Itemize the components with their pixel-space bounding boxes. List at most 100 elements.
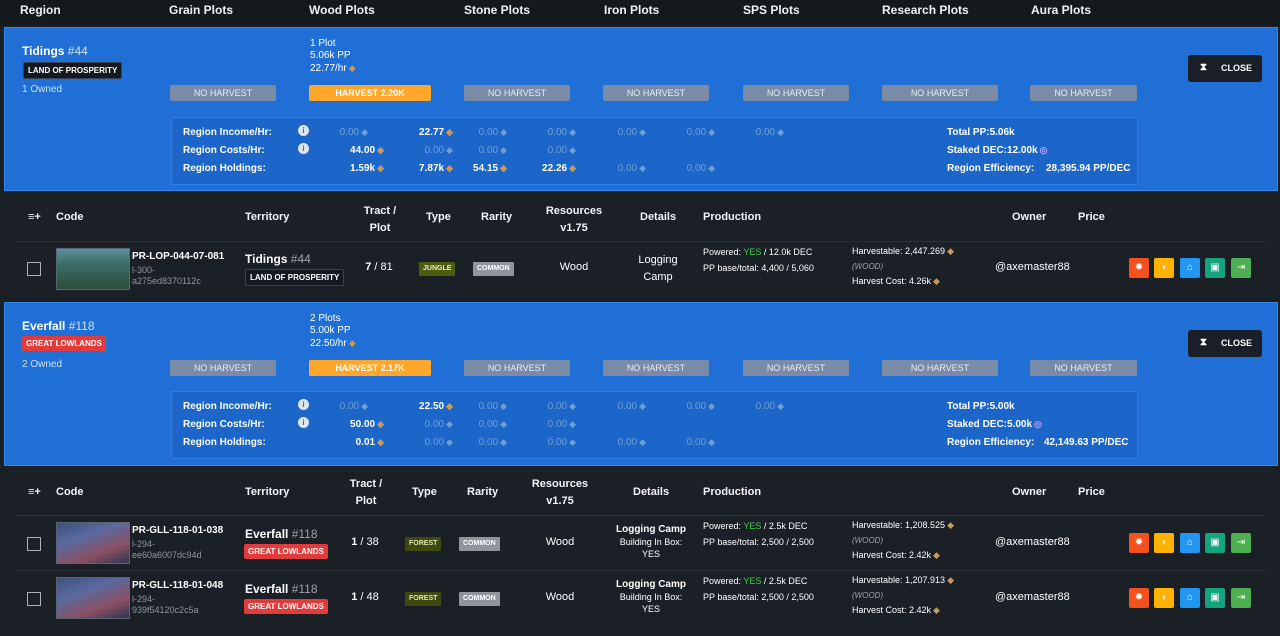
info-icon[interactable]: i [298,143,309,154]
settings-gear-icon[interactable]: ✹ [1129,258,1149,278]
holdings-iron: 22.26 ◆ [542,163,576,174]
total-pp: Total PP:5.06k [947,127,1015,138]
plot-count: 2 Plots [310,313,341,324]
plot-id: l-294- ee60a6007dc94d [132,539,202,560]
header-aura-plots: Aura Plots [1031,3,1092,17]
costs-iron: 0.00 ◆ [547,419,576,430]
holdings-label: Region Holdings: [183,163,266,174]
harvest-wood-button[interactable]: HARVEST 2.17K [309,360,431,376]
holdings-wood: 0.00 ◆ [424,437,453,448]
region-badge: LAND OF PROSPERITY [23,62,123,79]
th-resources: Resources v1.75 [531,478,589,507]
staked-dec: Staked DEC:12.00k ◎ [947,145,1048,156]
resource: Wood [545,536,575,548]
th-production: Production [703,486,762,498]
income-aura: 0.00 ◆ [755,127,784,138]
harvest-sickle-icon[interactable]: ◗ [1154,258,1174,278]
region-block-everfall: Everfall #118 GREAT LOWLANDS 2 Owned 2 P… [4,302,1278,466]
transfer-exit-icon[interactable]: ⇥ [1231,533,1251,553]
income-label: Region Income/Hr: [183,127,272,138]
market-store-icon[interactable]: ⌂ [1180,588,1200,608]
settings-gear-icon[interactable]: ✹ [1129,588,1149,608]
lock-icon[interactable]: ▣ [1205,533,1225,553]
info-icon[interactable]: i [298,417,309,428]
collapse-icon: ⧗ [1200,337,1208,348]
tract-plot: 1 / 38 [351,536,379,548]
income-wood: 22.77 ◆ [419,127,453,138]
select-all-menu-icon[interactable]: ≡+ [28,211,41,223]
info-icon[interactable]: i [298,125,309,136]
settings-gear-icon[interactable]: ✹ [1129,533,1149,553]
plot-count: 1 Plot [310,38,336,49]
th-code: Code [56,486,84,498]
costs-grain: 44.00 ◆ [350,145,384,156]
header-sps-plots: SPS Plots [743,3,800,17]
header-grain-plots: Grain Plots [169,3,234,17]
collapse-icon: ⧗ [1200,62,1208,73]
production: Powered: YES / 12.0k DEC PP base/total: … [703,247,814,273]
territory-badge: LAND OF PROSPERITY [245,269,345,286]
column-header-bar: Region Grain Plots Wood Plots Stone Plot… [0,0,1280,26]
holdings-sps: 0.00 ◆ [617,437,646,448]
plot-table-everfall: ≡+ Code Territory Tract / Plot Type Rarit… [4,467,1278,632]
plot-rate: 22.50/hr [310,338,347,349]
owner-name[interactable]: @axemaster88 [995,536,1070,548]
holdings-iron: 0.00 ◆ [547,437,576,448]
harvest-sickle-icon[interactable]: ◗ [1154,533,1174,553]
lock-icon[interactable]: ▣ [1205,258,1225,278]
income-stone: 0.00 ◆ [478,401,507,412]
th-type: Type [412,486,437,498]
plot-id: l-294- 939f54120c2c5a [132,594,199,615]
row-checkbox[interactable] [27,592,41,606]
table-row[interactable]: PR-GLL-118-01-038 l-294- ee60a6007dc94d E… [16,515,1266,570]
income-aura: 0.00 ◆ [755,401,784,412]
close-button[interactable]: ⧗ CLOSE [1188,330,1262,357]
owner-name[interactable]: @axemaster88 [995,591,1070,603]
holdings-research: 0.00 ◆ [686,163,715,174]
lock-icon[interactable]: ▣ [1205,588,1225,608]
plot-code[interactable]: PR-LOP-044-07-081 [132,251,225,262]
holdings-wood: 7.87k ◆ [419,163,453,174]
table-row[interactable]: PR-LOP-044-07-081 l-300- a275ed8370112c T… [16,241,1266,296]
type-tag: FOREST [405,537,442,551]
plot-code[interactable]: PR-GLL-118-01-048 [132,580,224,591]
row-checkbox[interactable] [27,537,41,551]
market-store-icon[interactable]: ⌂ [1180,258,1200,278]
th-price: Price [1078,486,1105,498]
row-checkbox[interactable] [27,262,41,276]
region-number: #118 [68,319,95,333]
harvest-wood-button[interactable]: HARVEST 2.20K [309,85,431,101]
close-button[interactable]: ⧗ CLOSE [1188,55,1262,82]
market-store-icon[interactable]: ⌂ [1180,533,1200,553]
harvest-sickle-icon[interactable]: ◗ [1154,588,1174,608]
header-wood-plots: Wood Plots [309,3,375,17]
harvest-info: Harvestable: 2,447.269 ◆ (WOOD) Harvest C… [852,246,954,286]
territory-name: Everfall #118 [245,582,318,596]
income-sps: 0.00 ◆ [617,401,646,412]
territory-name: Everfall #118 [245,527,318,541]
harvest-stone: NO HARVEST [464,360,570,376]
harvest-grain: NO HARVEST [170,85,276,101]
type-tag: FOREST [405,592,442,606]
region-title: Tidings #44 [22,44,88,58]
production: Powered: YES / 2.5k DEC PP base/total: 2… [703,576,814,602]
owner-name[interactable]: @axemaster88 [995,261,1070,273]
plot-code[interactable]: PR-GLL-118-01-038 [132,525,224,536]
th-details: Details [633,486,670,498]
rarity-tag: COMMON [459,592,500,606]
table-row[interactable]: PR-GLL-118-01-048 l-294- 939f54120c2c5a E… [16,570,1266,625]
total-pp: Total PP:5.00k [947,401,1015,412]
transfer-exit-icon[interactable]: ⇥ [1231,588,1251,608]
type-tag: JUNGLE [419,262,456,276]
th-owner: Owner [1012,211,1047,223]
th-territory: Territory [245,486,290,498]
select-all-menu-icon[interactable]: ≡+ [28,486,41,498]
info-icon[interactable]: i [298,399,309,410]
harvest-aura: NO HARVEST [1030,85,1137,101]
region-badge: GREAT LOWLANDS [22,336,106,351]
harvest-stone: NO HARVEST [464,85,570,101]
production: Powered: YES / 2.5k DEC PP base/total: 2… [703,521,814,547]
transfer-exit-icon[interactable]: ⇥ [1231,258,1251,278]
holdings-stone: 0.00 ◆ [478,437,507,448]
th-production: Production [703,211,762,223]
